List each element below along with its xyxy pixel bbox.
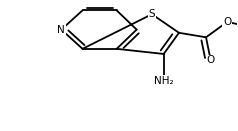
Text: O: O [207, 55, 215, 65]
Text: NH₂: NH₂ [154, 76, 174, 86]
Text: S: S [149, 9, 155, 19]
Text: O: O [223, 17, 231, 27]
Text: N: N [58, 25, 65, 35]
